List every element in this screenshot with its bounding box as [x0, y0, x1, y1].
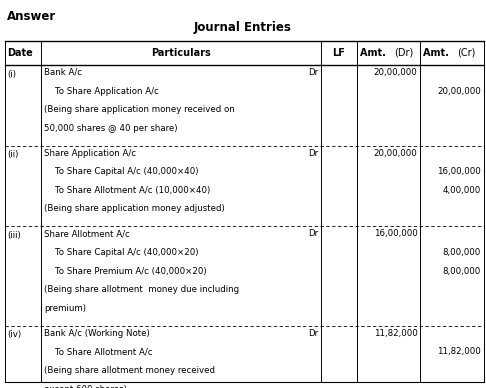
- Text: To Share Premium A/c (40,000×20): To Share Premium A/c (40,000×20): [55, 267, 207, 275]
- Text: premium): premium): [44, 304, 86, 313]
- Text: To Share Allotment A/c (10,000×40): To Share Allotment A/c (10,000×40): [55, 186, 210, 195]
- Text: 20,00,000: 20,00,000: [374, 68, 417, 77]
- Text: (Being share allotment money received: (Being share allotment money received: [44, 366, 215, 375]
- Text: Amt.: Amt.: [423, 48, 452, 58]
- Text: To Share Capital A/c (40,000×20): To Share Capital A/c (40,000×20): [55, 248, 198, 257]
- Text: Dr: Dr: [308, 229, 318, 238]
- Text: 50,000 shares @ 40 per share): 50,000 shares @ 40 per share): [44, 124, 178, 133]
- Text: 16,00,000: 16,00,000: [374, 229, 417, 238]
- Text: (iii): (iii): [7, 231, 21, 240]
- Text: Particulars: Particulars: [151, 48, 211, 58]
- Text: (Being share application money received on: (Being share application money received …: [44, 105, 235, 114]
- Text: 11,82,000: 11,82,000: [437, 347, 481, 356]
- Text: 20,00,000: 20,00,000: [374, 149, 417, 158]
- Text: Bank A/c: Bank A/c: [44, 68, 82, 77]
- Text: Bank A/c (Working Note): Bank A/c (Working Note): [44, 329, 150, 338]
- Text: To Share Allotment A/c: To Share Allotment A/c: [55, 347, 153, 356]
- Text: Share Allotment A/c: Share Allotment A/c: [44, 229, 130, 238]
- Text: Date: Date: [7, 48, 33, 58]
- Text: Answer: Answer: [7, 10, 56, 23]
- Text: 4,00,000: 4,00,000: [442, 186, 481, 195]
- Text: Journal Entries: Journal Entries: [194, 21, 292, 35]
- Text: 16,00,000: 16,00,000: [437, 167, 481, 176]
- Text: 8,00,000: 8,00,000: [442, 267, 481, 275]
- Text: To Share Capital A/c (40,000×40): To Share Capital A/c (40,000×40): [55, 167, 198, 176]
- Text: except 600 shares): except 600 shares): [44, 385, 127, 388]
- Text: Dr: Dr: [308, 149, 318, 158]
- Text: (Cr): (Cr): [457, 48, 475, 58]
- Text: 11,82,000: 11,82,000: [374, 329, 417, 338]
- Text: LF: LF: [332, 48, 346, 58]
- Text: (i): (i): [7, 70, 17, 79]
- Text: Dr: Dr: [308, 329, 318, 338]
- Text: (Dr): (Dr): [394, 48, 413, 58]
- Text: (iv): (iv): [7, 331, 21, 340]
- Text: Amt.: Amt.: [360, 48, 389, 58]
- Text: Share Application A/c: Share Application A/c: [44, 149, 136, 158]
- Text: Dr: Dr: [308, 68, 318, 77]
- Text: 20,00,000: 20,00,000: [437, 87, 481, 95]
- Text: To Share Application A/c: To Share Application A/c: [55, 87, 158, 95]
- Text: (Being share application money adjusted): (Being share application money adjusted): [44, 204, 225, 213]
- Text: 8,00,000: 8,00,000: [442, 248, 481, 257]
- Text: (Being share allotment  money due including: (Being share allotment money due includi…: [44, 285, 239, 294]
- Text: (ii): (ii): [7, 151, 18, 159]
